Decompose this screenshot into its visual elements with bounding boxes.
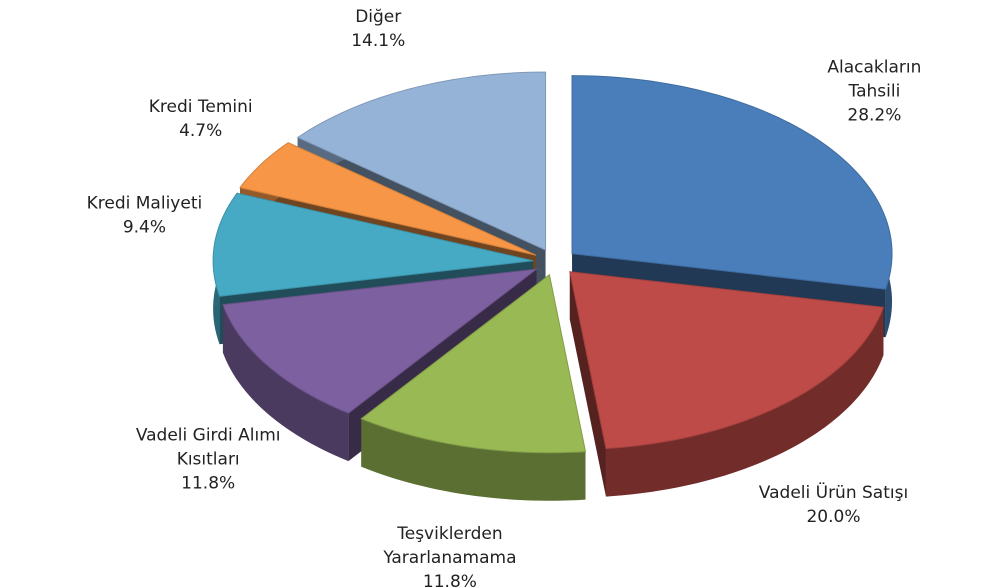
slice-side bbox=[569, 271, 606, 497]
slice bbox=[239, 142, 537, 256]
label-line: Kredi Temini bbox=[149, 97, 253, 117]
slice-wall bbox=[605, 307, 884, 497]
slice-label: Alacakların Tahsili bbox=[827, 57, 921, 101]
value-label: 4.7% bbox=[179, 121, 222, 141]
slice bbox=[360, 273, 587, 454]
label-line: Alacakların bbox=[827, 57, 921, 77]
label-line: Tahsili bbox=[848, 81, 901, 101]
slice bbox=[569, 271, 885, 450]
label-line: Yararlanamama bbox=[382, 548, 516, 568]
slice-label: Kredi Maliyeti bbox=[87, 193, 203, 213]
value-label: 20.0% bbox=[806, 507, 860, 527]
slice-label: Diğer bbox=[355, 7, 401, 27]
value-label: 14.1% bbox=[351, 31, 405, 51]
slice-label: Vadeli Ürün Satışı bbox=[759, 481, 908, 503]
label-line: Vadeli Girdi Alımı bbox=[136, 426, 281, 446]
value-label: 11.8% bbox=[181, 474, 235, 494]
label-line: Teşviklerden bbox=[396, 524, 502, 544]
value-label: 28.2% bbox=[847, 105, 901, 125]
pie-tops bbox=[212, 71, 893, 454]
slice bbox=[296, 71, 547, 251]
slice bbox=[571, 75, 893, 290]
slice-wall bbox=[361, 418, 586, 501]
value-label: 11.8% bbox=[423, 572, 477, 587]
label-line: Kısıtları bbox=[177, 450, 240, 470]
label-line: Diğer bbox=[355, 7, 401, 27]
slice-label: Kredi Temini bbox=[149, 97, 253, 117]
label-line: Kredi Maliyeti bbox=[87, 193, 203, 213]
slice bbox=[212, 192, 534, 297]
slice-label: Teşviklerden Yararlanamama bbox=[382, 524, 516, 568]
value-label: 9.4% bbox=[123, 217, 166, 237]
label-line: Vadeli Ürün Satışı bbox=[759, 481, 908, 503]
slice bbox=[222, 268, 539, 414]
slice-wall bbox=[222, 304, 349, 462]
slice-label: Vadeli Girdi Alımı Kısıtları bbox=[136, 426, 281, 470]
